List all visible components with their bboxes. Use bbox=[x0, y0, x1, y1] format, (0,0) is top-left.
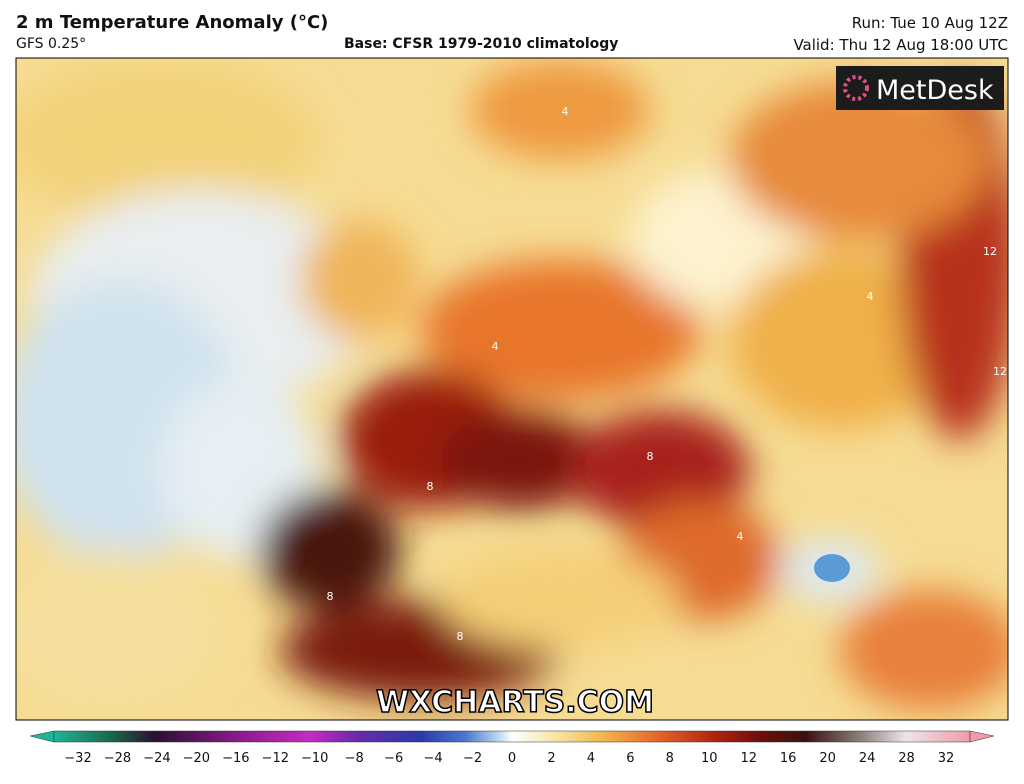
colorbar-tick-label: 8 bbox=[666, 751, 674, 766]
colorbar-tick-label: 4 bbox=[587, 751, 595, 766]
colorbar-tick-label: −2 bbox=[463, 751, 482, 766]
valid-label: Valid: Thu 12 Aug 18:00 UTC bbox=[793, 36, 1008, 54]
colorbar-tick-label: 24 bbox=[859, 751, 876, 766]
colorbar-tick-label: 2 bbox=[547, 751, 555, 766]
colorbar-tick-label: 28 bbox=[898, 751, 915, 766]
contour-label: 4 bbox=[737, 530, 744, 543]
contour-label: 4 bbox=[492, 340, 499, 353]
colorbar bbox=[53, 730, 971, 743]
model-label: GFS 0.25° bbox=[16, 36, 87, 52]
colorbar-tick-label: −20 bbox=[183, 751, 210, 766]
colorbar-tick-label: 20 bbox=[819, 751, 836, 766]
contour-label: 4 bbox=[562, 105, 569, 118]
watermark: WXCHARTS.COM bbox=[376, 685, 654, 720]
colorbar-tick-label: 32 bbox=[938, 751, 955, 766]
contour-label: 12 bbox=[993, 365, 1007, 378]
map-field bbox=[16, 58, 1008, 720]
colorbar-tick-label: −32 bbox=[64, 751, 91, 766]
colorbar-tick-label: −10 bbox=[301, 751, 328, 766]
colorbar-tick-label: −6 bbox=[384, 751, 403, 766]
colorbar-tick-label: −28 bbox=[104, 751, 131, 766]
colorbar-tick-label: 6 bbox=[626, 751, 634, 766]
contour-label: 8 bbox=[457, 630, 464, 643]
logo-text: MetDesk bbox=[876, 75, 994, 106]
base-label: Base: CFSR 1979-2010 climatology bbox=[344, 36, 619, 52]
colorbar-tick-label: −12 bbox=[262, 751, 289, 766]
colorbar-tick-label: 16 bbox=[780, 751, 797, 766]
contour-label: 8 bbox=[327, 590, 334, 603]
colorbar-tick-label: 12 bbox=[740, 751, 757, 766]
contour-label: 4 bbox=[867, 290, 874, 303]
colorbar-tick-label: −16 bbox=[222, 751, 249, 766]
contour-label: 8 bbox=[647, 450, 654, 463]
colorbar-tick-label: −8 bbox=[345, 751, 364, 766]
run-label: Run: Tue 10 Aug 12Z bbox=[851, 14, 1008, 32]
colorbar-tick-label: −24 bbox=[143, 751, 170, 766]
logo-box bbox=[836, 66, 1004, 110]
colorbar-tick-label: 10 bbox=[701, 751, 718, 766]
contour-label: 12 bbox=[983, 245, 997, 258]
chart-title: 2 m Temperature Anomaly (°C) bbox=[16, 12, 329, 33]
colorbar-tick-label: 0 bbox=[508, 751, 516, 766]
cold-spot bbox=[814, 554, 850, 582]
colorbar-tick-label: −4 bbox=[424, 751, 443, 766]
contour-label: 8 bbox=[427, 480, 434, 493]
